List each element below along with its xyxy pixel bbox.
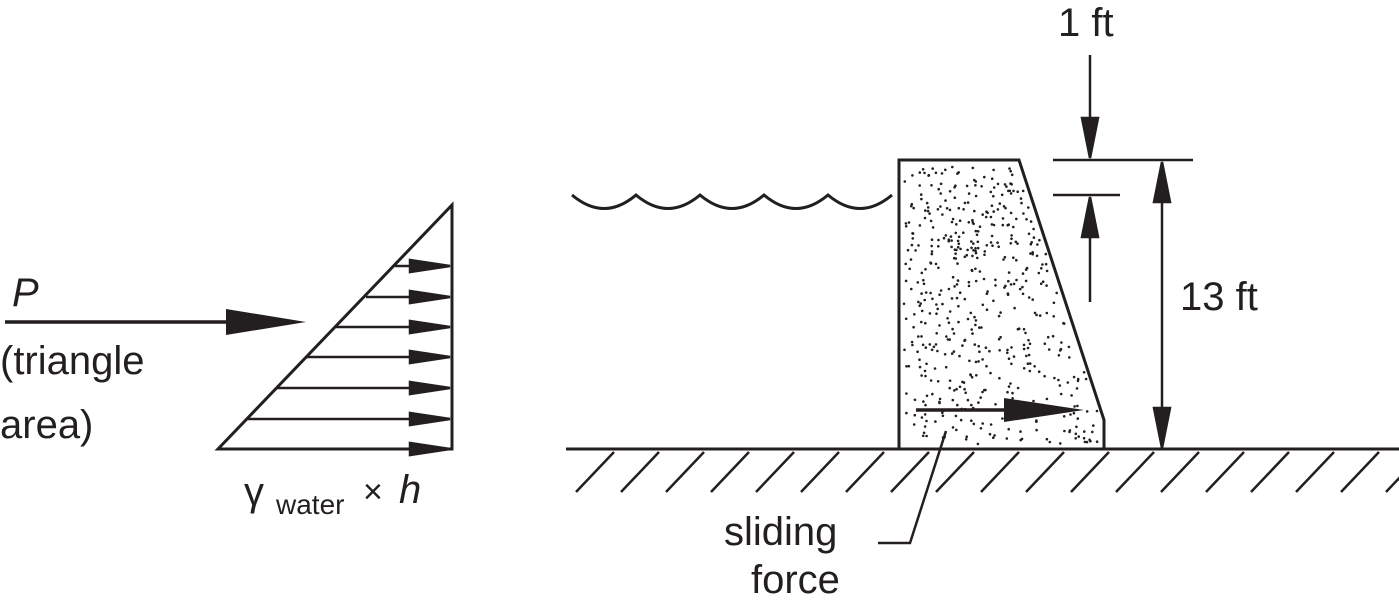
- sliding-leader-line: [878, 430, 948, 545]
- sliding-force-arrow: [916, 398, 1084, 422]
- freeboard-dimension: [1053, 55, 1193, 302]
- sliding-caption-line1: sliding: [724, 510, 837, 554]
- sliding-caption-line2: force: [751, 558, 840, 600]
- height-label: 13 ft: [1180, 275, 1258, 319]
- resultant-force-arrow: [5, 309, 306, 335]
- freeboard-label: 1 ft: [1058, 1, 1114, 45]
- pressure-triangle: [214, 201, 454, 457]
- force-caption-line1: (triangle: [0, 339, 145, 383]
- pressure-times: ×: [363, 473, 383, 511]
- force-caption-line2: area): [0, 403, 93, 447]
- ground: [566, 447, 1399, 493]
- pressure-depth: h: [399, 468, 421, 512]
- height-dimension: [1152, 161, 1172, 449]
- dam-body: [897, 158, 1106, 451]
- pressure-subscript: water: [275, 489, 344, 520]
- pressure-arrows: [218, 258, 451, 457]
- concrete-texture: [902, 165, 1099, 446]
- pressure-gamma: γ: [244, 470, 264, 514]
- force-symbol: P: [12, 271, 39, 315]
- water-surface: [571, 193, 893, 210]
